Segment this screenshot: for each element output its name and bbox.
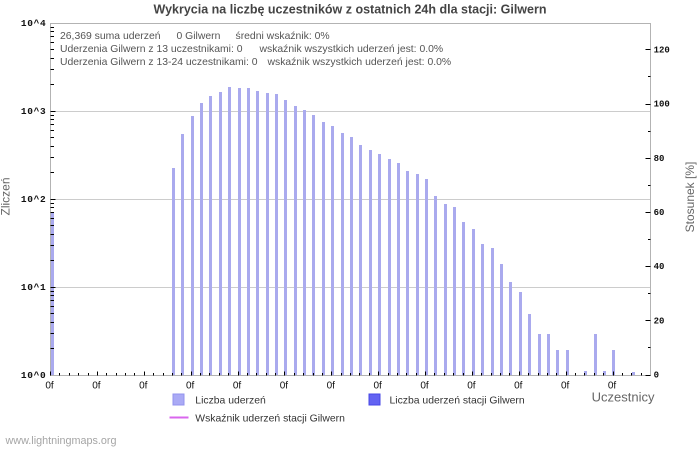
svg-text:20: 20 <box>654 316 665 326</box>
svg-text:120: 120 <box>654 45 670 55</box>
svg-text:0f: 0f <box>373 380 382 391</box>
svg-text:Wykrycia na liczbę uczestników: Wykrycia na liczbę uczestników z ostatni… <box>154 3 547 17</box>
svg-text:wskaźnik wszystkich uderzeń je: wskaźnik wszystkich uderzeń jest: 0.0% <box>267 57 452 68</box>
svg-text:0f: 0f <box>45 380 54 391</box>
svg-text:0f: 0f <box>327 380 336 391</box>
svg-text:0f: 0f <box>186 380 195 391</box>
svg-text:0f: 0f <box>514 380 523 391</box>
svg-text:60: 60 <box>654 208 665 218</box>
svg-text:wskaźnik wszystkich uderzeń je: wskaźnik wszystkich uderzeń jest: 0.0% <box>259 44 444 55</box>
svg-text:0f: 0f <box>233 380 242 391</box>
svg-text:40: 40 <box>654 262 665 272</box>
svg-text:Stosunek [%]: Stosunek [%] <box>683 162 697 233</box>
svg-text:Uczestnicy: Uczestnicy <box>592 390 655 405</box>
svg-text:Liczba uderzeń: Liczba uderzeń <box>195 396 266 407</box>
svg-text:10^3: 10^3 <box>21 106 46 117</box>
svg-text:26,369 suma uderzeń: 26,369 suma uderzeń <box>60 31 161 42</box>
svg-text:0f: 0f <box>280 380 289 391</box>
svg-text:0f: 0f <box>139 380 148 391</box>
svg-text:Uderzenia Gilwern z 13 uczestn: Uderzenia Gilwern z 13 uczestnikami: 0 <box>60 44 243 55</box>
svg-text:10^2: 10^2 <box>21 194 46 205</box>
svg-text:0f: 0f <box>608 380 617 391</box>
svg-text:Zliczeń: Zliczeń <box>0 177 13 215</box>
svg-text:0f: 0f <box>561 380 570 391</box>
svg-text:100: 100 <box>654 100 670 110</box>
svg-text:Uderzenia Gilwern z 13-24 ucze: Uderzenia Gilwern z 13-24 uczestnikami: … <box>60 57 258 68</box>
svg-text:www.lightningmaps.org: www.lightningmaps.org <box>5 435 117 447</box>
svg-text:0f: 0f <box>420 380 429 391</box>
svg-text:0f: 0f <box>92 380 101 391</box>
svg-text:0 Gilwern: 0 Gilwern <box>177 31 221 42</box>
svg-text:10^1: 10^1 <box>21 282 46 293</box>
svg-text:Liczba uderzeń stacji Gilwern: Liczba uderzeń stacji Gilwern <box>390 396 525 407</box>
svg-text:80: 80 <box>654 154 665 164</box>
svg-text:0: 0 <box>654 371 659 381</box>
svg-text:średni wskaźnik: 0%: średni wskaźnik: 0% <box>236 31 330 42</box>
svg-text:10^4: 10^4 <box>21 18 46 29</box>
svg-text:Wskaźnik uderzeń stacji Gilwer: Wskaźnik uderzeń stacji Gilwern <box>195 414 345 425</box>
svg-text:0f: 0f <box>467 380 476 391</box>
svg-text:10^0: 10^0 <box>21 370 46 381</box>
